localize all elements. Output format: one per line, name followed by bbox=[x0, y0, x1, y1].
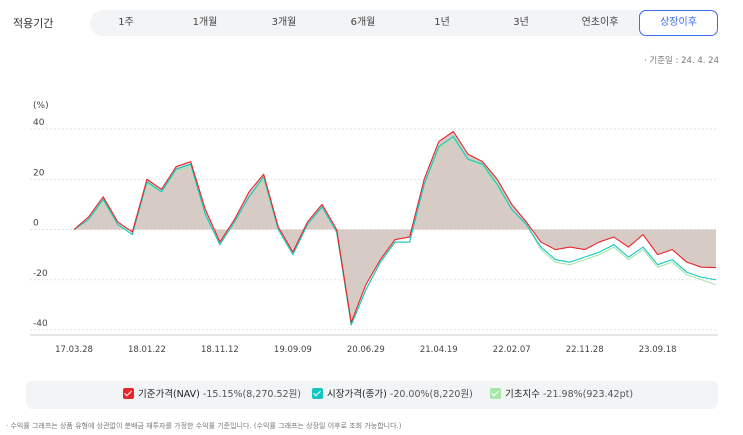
x-tick-label: 18.01.22 bbox=[128, 345, 166, 355]
legend-nav-value: -15.15%(8,270.52원) bbox=[202, 389, 302, 400]
period-1w-button[interactable]: 1주 bbox=[118, 17, 134, 28]
y-tick-label: 40 bbox=[33, 118, 45, 128]
y-tick-label: -20 bbox=[33, 269, 48, 279]
x-tick-label: 21.04.19 bbox=[420, 345, 458, 355]
period-1m-button[interactable]: 1개월 bbox=[192, 17, 218, 28]
x-tick-label: 23.09.18 bbox=[639, 345, 677, 355]
period-6m-button[interactable]: 6개월 bbox=[350, 17, 376, 28]
checkbox-checked-icon[interactable] bbox=[123, 388, 134, 399]
period-ytd-button[interactable]: 연초이후 bbox=[581, 17, 619, 28]
legend-base-index-value: -21.98%(923.42pt) bbox=[543, 389, 634, 400]
period-selector: 1주 1개월 3개월 6개월 1년 3년 연초이후 상장이후 bbox=[90, 10, 718, 36]
x-tick-label: 19.09.09 bbox=[274, 345, 312, 355]
y-tick-label: -40 bbox=[33, 319, 48, 329]
y-axis-unit-label: (%) bbox=[33, 101, 49, 111]
period-3m-button[interactable]: 3개월 bbox=[271, 17, 297, 28]
period-1y-button[interactable]: 1년 bbox=[434, 17, 450, 28]
x-tick-label: 22.11.28 bbox=[566, 345, 604, 355]
legend-item-base-index[interactable]: 기초지수 -21.98%(923.42pt) bbox=[490, 381, 633, 409]
period-label: 적용기간 bbox=[13, 17, 54, 30]
y-tick-label: 0 bbox=[33, 219, 39, 229]
legend-nav-name: 기준가격(NAV) bbox=[138, 389, 200, 400]
x-tick-label: 17.03.28 bbox=[55, 345, 93, 355]
footnote: · 수익률 그래프는 상품 유형에 상관없이 분배금 재투자를 가정한 수익률 … bbox=[6, 422, 402, 430]
x-tick-label: 20.06.29 bbox=[347, 345, 385, 355]
x-tick-label: 18.11.12 bbox=[201, 345, 239, 355]
x-tick-label: 22.02.07 bbox=[493, 345, 531, 355]
legend: 기준가격(NAV) -15.15%(8,270.52원) 시장가격(종가) -2… bbox=[26, 381, 718, 409]
y-tick-label: 20 bbox=[33, 168, 45, 178]
period-since-listing-button[interactable]: 상장이후 bbox=[639, 10, 718, 36]
checkbox-checked-icon[interactable] bbox=[490, 388, 501, 399]
market-price-series-line bbox=[73, 135, 717, 326]
checkbox-checked-icon[interactable] bbox=[312, 388, 323, 399]
nav-area-fill bbox=[74, 131, 716, 323]
legend-item-nav[interactable]: 기준가격(NAV) -15.15%(8,270.52원) bbox=[123, 381, 301, 409]
legend-market-price-name: 시장가격(종가) bbox=[327, 389, 387, 400]
legend-item-market-price[interactable]: 시장가격(종가) -20.00%(8,220원) bbox=[312, 381, 473, 409]
period-3y-button[interactable]: 3년 bbox=[513, 17, 529, 28]
nav-series-line bbox=[73, 130, 717, 324]
legend-base-index-name: 기초지수 bbox=[505, 389, 540, 400]
legend-market-price-value: -20.00%(8,220원) bbox=[389, 389, 473, 400]
base-date: · 기준일 : 24. 4. 24 bbox=[644, 56, 719, 66]
return-line-chart: (%) 40 20 0 -20 -40 17.03.28 18.01.22 18.11.12 1… bbox=[30, 101, 718, 355]
